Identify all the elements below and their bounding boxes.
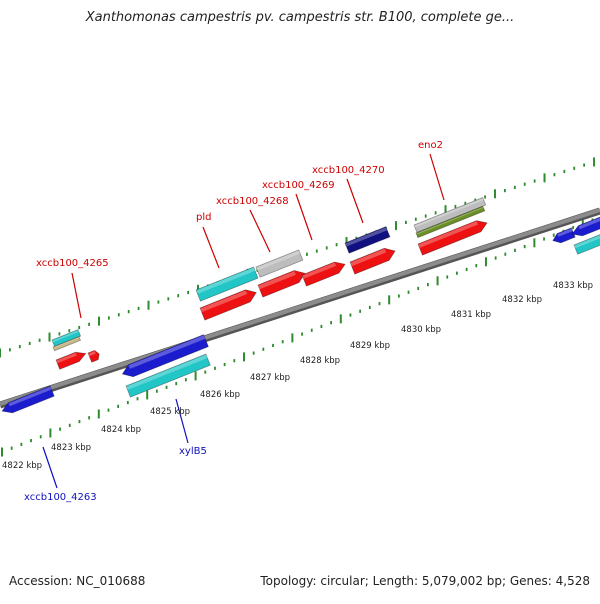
cds-small-fragment-highlight [88,350,96,357]
gene-eno2-olive-highlight [416,206,484,235]
gene-right-blue-highlight [578,217,600,230]
cds-xccb100-4268[interactable] [257,270,306,298]
leader-line [71,272,82,319]
gene-right-blue-small-highlight [557,228,573,237]
scale-label: 4824 kbp [101,425,141,435]
gene-pld[interactable] [195,266,259,302]
cds-pld[interactable] [199,289,257,321]
gene-right-cyan[interactable] [573,230,600,255]
gene-xylb5-cyan-highlight [126,354,208,390]
gene-xccb100-4265-cyan[interactable] [51,329,82,348]
gene-pld-highlight [196,267,256,294]
gene-eno2-olive[interactable] [415,205,486,239]
gene-label[interactable]: xccb100_4269 [262,180,335,191]
gene-xccb100-4265-tan[interactable] [52,336,82,352]
topology-label: Topology: circular; Length: 5,079,002 bp… [260,574,590,588]
gene-xylb5[interactable] [121,334,209,378]
gene-right-blue-small[interactable] [552,227,576,244]
leader-line [429,153,445,201]
leader-line [202,226,220,269]
scale-label: 4829 kbp [350,341,390,351]
gene-xylb5-highlight [128,335,206,369]
cds-pld-highlight [200,290,248,313]
gene-xccb100-4268-highlight [256,250,301,271]
cds-xccb100-4270-highlight [350,248,387,267]
scale-label: 4825 kbp [150,407,190,417]
leader-line [249,209,271,253]
scale-label: 4831 kbp [451,310,491,320]
gene-labels: xccb100_4265pldxccb100_4268xccb100_4269x… [24,140,445,503]
gene-label[interactable]: xccb100_4263 [24,492,97,503]
gene-eno2-grey-highlight [414,198,484,228]
scale-label: 4827 kbp [250,373,290,383]
cds-xccb100-4269-highlight [302,262,337,279]
leader-line [346,178,364,224]
gene-xccb100-4268[interactable] [255,249,304,278]
gene-label[interactable]: xccb100_4268 [216,196,289,207]
backbone-line [0,208,600,406]
gene-label[interactable]: xylB5 [179,446,207,457]
cds-xccb100-4265[interactable] [55,351,87,370]
gene-label[interactable]: xccb100_4265 [36,258,109,269]
scale-label: 4826 kbp [200,390,240,400]
scale-labels: 4822 kbp 4823 kbp 4824 kbp 4825 kbp 4826 kbp… [2,281,593,471]
backbone-layer [0,207,600,409]
gene-features [1,197,600,414]
scale-label: 4828 kbp [300,356,340,366]
gene-xccb100-4270-highlight [345,227,388,247]
leader-line [175,398,189,444]
reverse-dotted-track [1,218,594,457]
gene-label[interactable]: xccb100_4270 [312,165,385,176]
cds-eno2-highlight [418,221,479,248]
gene-xccb100-4263[interactable] [1,385,55,414]
scale-label: 4833 kbp [553,281,593,291]
gene-xccb100-4270[interactable] [344,226,391,254]
gene-right-blue[interactable] [571,214,600,237]
scale-label: 4823 kbp [51,443,91,453]
gene-eno2-grey[interactable] [413,197,487,233]
gene-xccb100-4263-highlight [8,386,52,407]
leader-line [42,446,58,489]
accession-label: Accession: NC_010688 [9,574,146,588]
map-title: Xanthomonas campestris pv. campestris st… [85,10,515,25]
cds-xccb100-4270[interactable] [349,247,396,275]
cds-xccb100-4268-highlight [258,271,296,290]
gene-xylb5-cyan[interactable] [125,353,211,398]
gene-xccb100-4265-cyan-highlight [52,330,79,343]
cds-small-fragment[interactable] [87,349,100,363]
scale-label: 4822 kbp [2,461,42,471]
leader-line [295,193,313,241]
gene-right-cyan-highlight [574,235,600,249]
scale-label: 4830 kbp [401,325,441,335]
cds-xccb100-4269[interactable] [301,261,346,287]
scale-label: 4832 kbp [502,295,542,305]
cds-xccb100-4265-highlight [56,352,77,364]
cds-eno2[interactable] [417,220,488,256]
gene-label[interactable]: pld [196,212,211,223]
gene-label[interactable]: eno2 [418,140,443,151]
gene-xccb100-4265-tan-highlight [53,337,80,349]
